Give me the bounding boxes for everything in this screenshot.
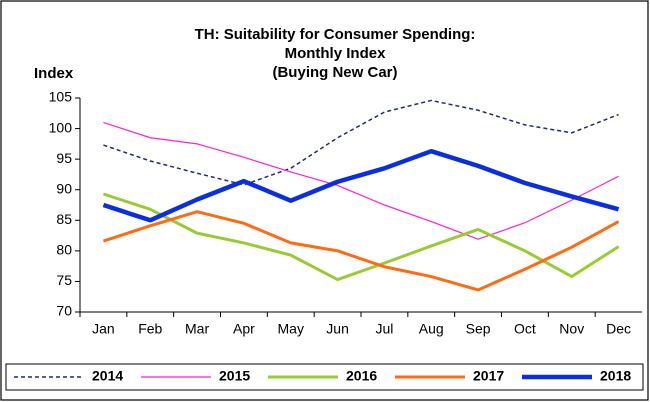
series-line <box>103 99 619 186</box>
x-tick-label: Jun <box>326 321 349 337</box>
x-tick-label: Oct <box>514 321 536 337</box>
x-tick-label: Mar <box>185 321 209 337</box>
chart-title: (Buying New Car) <box>272 64 397 81</box>
legend-label: 2015 <box>219 368 250 384</box>
y-tick-label: 80 <box>56 242 72 258</box>
legend-box <box>5 363 644 391</box>
legend-label: 2014 <box>92 368 123 384</box>
x-tick-label: Jan <box>92 321 115 337</box>
y-tick-label: 95 <box>56 150 72 166</box>
y-axis-label: Index <box>34 65 74 82</box>
x-tick-label: Dec <box>606 321 631 337</box>
y-tick-label: 105 <box>49 89 73 105</box>
y-tick-label: 90 <box>56 180 72 196</box>
x-tick-label: Sep <box>466 321 491 337</box>
legend-label: 2017 <box>473 368 504 384</box>
legend-label: 2016 <box>346 368 377 384</box>
x-tick-label: Aug <box>419 321 444 337</box>
y-tick-label: 100 <box>49 119 73 135</box>
x-tick-label: Feb <box>138 321 162 337</box>
series-line <box>102 192 620 282</box>
y-tick-label: 75 <box>56 272 72 288</box>
series-line <box>102 210 620 292</box>
y-tick-label: 85 <box>56 211 72 227</box>
x-tick-label: Nov <box>559 321 584 337</box>
legend-label: 2018 <box>600 368 631 384</box>
series-line <box>103 121 619 240</box>
y-tick-label: 70 <box>56 303 72 319</box>
x-tick-label: Jul <box>375 321 393 337</box>
series-line <box>102 148 620 223</box>
chart-title: Monthly Index <box>285 45 386 62</box>
x-tick-label: Apr <box>233 321 255 337</box>
x-tick-label: May <box>278 321 304 337</box>
chart-title: TH: Suitability for Consumer Spending: <box>195 26 476 43</box>
